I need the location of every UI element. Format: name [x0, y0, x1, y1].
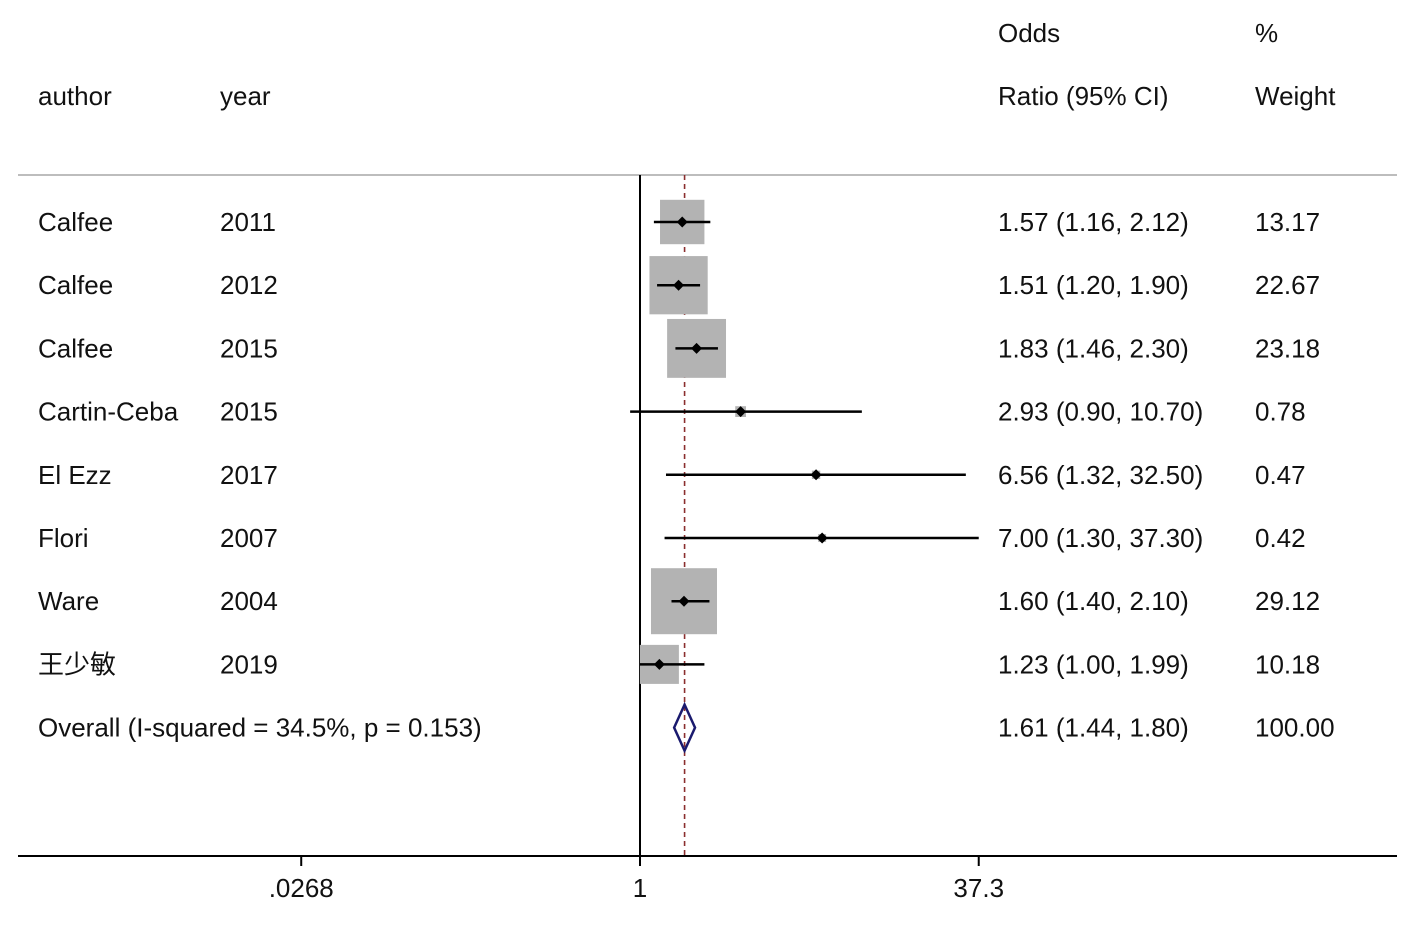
study-year: 2007: [220, 523, 278, 553]
study-marks: [630, 199, 979, 754]
study-or-ci: 1.51 (1.20, 1.90): [998, 270, 1189, 300]
study-author: Calfee: [38, 333, 113, 363]
x-tick-label: .0268: [269, 873, 334, 903]
overall-weight: 100.00: [1255, 713, 1335, 743]
x-axis-ticks: .0268 1 37.3: [269, 856, 1004, 903]
header-weight-line1: %: [1255, 18, 1278, 48]
study-point-estimate: [678, 595, 690, 607]
study-author: Cartin-Ceba: [38, 397, 179, 427]
study-author: Calfee: [38, 207, 113, 237]
study-or-ci: 2.93 (0.90, 10.70): [998, 397, 1203, 427]
header-or-line1: Odds: [998, 18, 1060, 48]
header-author: author: [38, 81, 112, 111]
study-weight: 0.47: [1255, 460, 1306, 490]
x-tick-label: 37.3: [953, 873, 1004, 903]
study-weight: 0.78: [1255, 397, 1306, 427]
study-weight: 13.17: [1255, 207, 1320, 237]
study-year: 2019: [220, 649, 278, 679]
x-tick-label: 1: [633, 873, 647, 903]
study-year: 2012: [220, 270, 278, 300]
study-weight: 10.18: [1255, 649, 1320, 679]
study-or-ci: 1.83 (1.46, 2.30): [998, 333, 1189, 363]
study-year: 2017: [220, 460, 278, 490]
study-weight: 0.42: [1255, 523, 1306, 553]
study-author: 王少敏: [38, 649, 116, 679]
study-year: 2015: [220, 333, 278, 363]
study-point-estimate: [653, 658, 665, 670]
header-year: year: [220, 81, 271, 111]
study-author: Calfee: [38, 270, 113, 300]
reference-lines: [639, 175, 686, 856]
study-weight: 23.18: [1255, 333, 1320, 363]
header-weight-line2: Weight: [1255, 81, 1336, 111]
study-or-ci: 6.56 (1.32, 32.50): [998, 460, 1203, 490]
study-author: Flori: [38, 523, 89, 553]
study-author: El Ezz: [38, 460, 112, 490]
study-year: 2004: [220, 586, 278, 616]
study-or-ci: 1.60 (1.40, 2.10): [998, 586, 1189, 616]
overall-or-ci: 1.61 (1.44, 1.80): [998, 713, 1189, 743]
study-weight: 29.12: [1255, 586, 1320, 616]
study-or-ci: 1.23 (1.00, 1.99): [998, 649, 1189, 679]
study-year: 2015: [220, 397, 278, 427]
header-or-line2: Ratio (95% CI): [998, 81, 1169, 111]
study-rows: Calfee 2011 1.57 (1.16, 2.12) 13.17 Calfee 20…: [38, 207, 1335, 743]
study-or-ci: 1.57 (1.16, 2.12): [998, 207, 1189, 237]
overall-label: Overall (I-squared = 34.5%, p = 0.153): [38, 713, 482, 743]
study-or-ci: 7.00 (1.30, 37.30): [998, 523, 1203, 553]
study-point-estimate: [673, 279, 685, 291]
study-point-estimate: [816, 532, 828, 544]
study-point-estimate: [691, 342, 703, 354]
study-year: 2011: [220, 207, 276, 237]
study-point-estimate: [676, 216, 688, 228]
overall-diamond: [672, 701, 697, 754]
study-point-estimate: [810, 469, 822, 481]
study-weight: 22.67: [1255, 270, 1320, 300]
study-point-estimate: [735, 406, 747, 418]
study-author: Ware: [38, 586, 99, 616]
